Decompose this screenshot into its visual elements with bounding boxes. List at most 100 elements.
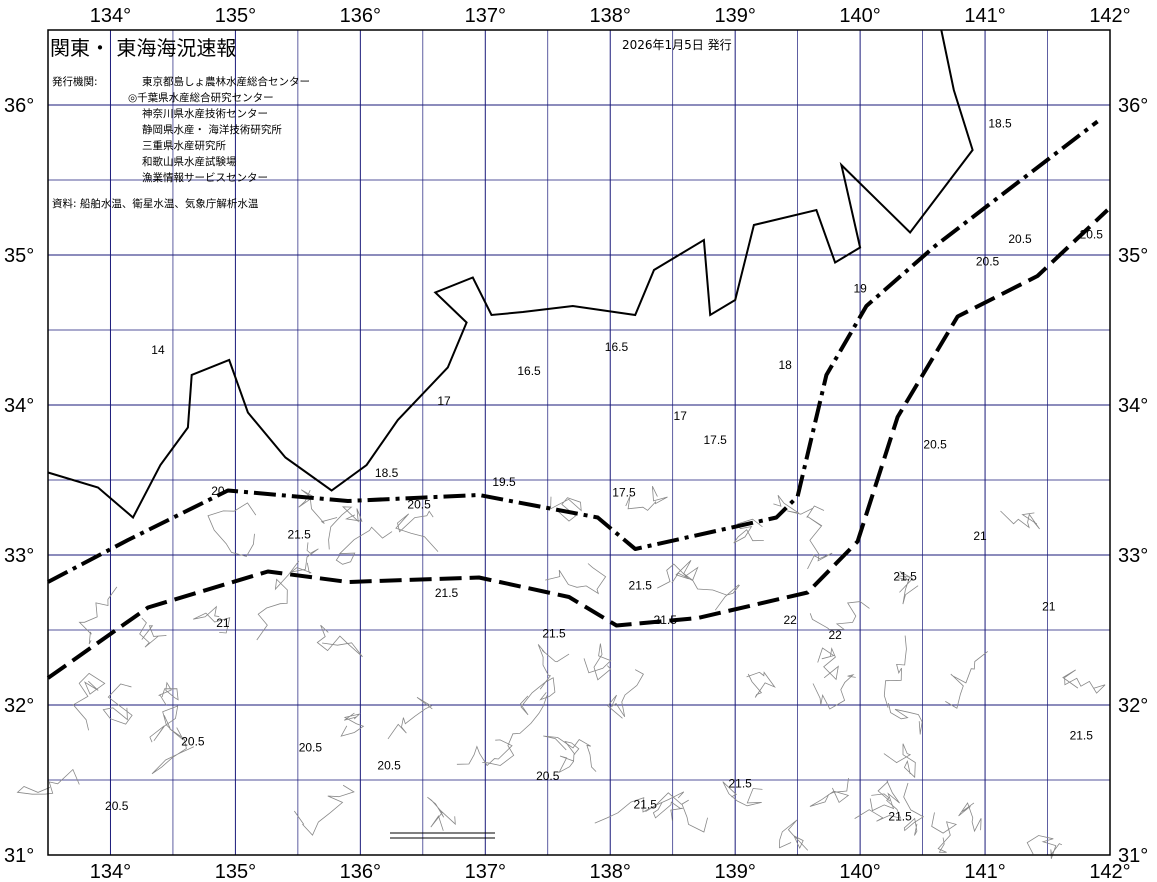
minor-contour bbox=[945, 651, 988, 709]
contour-label: 20.5 bbox=[377, 759, 401, 773]
longitude-label-bottom: 136° bbox=[340, 861, 381, 882]
latitude-label-right: 32° bbox=[1118, 695, 1148, 717]
latitude-label-left: 33° bbox=[4, 545, 34, 567]
org-item: 漁業情報サービスセンター bbox=[142, 172, 268, 184]
minor-contours bbox=[16, 486, 1106, 859]
minor-contour bbox=[733, 518, 764, 544]
minor-contour bbox=[482, 695, 548, 766]
minor-contour bbox=[291, 542, 319, 574]
minor-contour bbox=[583, 643, 612, 681]
minor-contour bbox=[16, 768, 80, 795]
longitude-label-top: 142° bbox=[1089, 5, 1130, 27]
minor-contour bbox=[607, 669, 644, 719]
minor-contour bbox=[158, 681, 179, 706]
contour-label: 16.5 bbox=[605, 340, 629, 354]
minor-contour bbox=[1062, 669, 1106, 694]
minor-contour bbox=[427, 796, 456, 831]
contour-label: 17 bbox=[674, 409, 688, 423]
minor-contour bbox=[652, 801, 683, 821]
longitude-label-top: 136° bbox=[340, 5, 381, 27]
minor-contour bbox=[883, 743, 916, 779]
contour-label: 20 bbox=[211, 484, 225, 498]
minor-contour bbox=[149, 705, 179, 743]
contour-label: 21.5 bbox=[542, 627, 566, 641]
minor-contour bbox=[193, 605, 231, 634]
longitude-label-top: 141° bbox=[964, 5, 1005, 27]
minor-contour bbox=[316, 624, 363, 658]
minor-contour bbox=[931, 812, 958, 853]
longitude-label-bottom: 139° bbox=[714, 861, 755, 882]
minor-contour bbox=[340, 712, 365, 737]
longitude-label-bottom: 134° bbox=[90, 861, 131, 882]
contour-label: 21.5 bbox=[435, 586, 459, 600]
contour-label: 21.5 bbox=[893, 570, 917, 584]
longitude-label-bottom: 141° bbox=[964, 861, 1005, 882]
longitude-label-top: 137° bbox=[465, 5, 506, 27]
minor-contour bbox=[671, 572, 740, 611]
contour-label: 14 bbox=[151, 343, 165, 357]
minor-contour bbox=[809, 601, 870, 630]
minor-contour bbox=[657, 560, 699, 589]
contour-label: 21.5 bbox=[629, 579, 653, 593]
latitude-label-right: 36° bbox=[1118, 95, 1148, 117]
contour-label: 19 bbox=[853, 282, 867, 296]
axis-labels: 134° 134° 135° 135° 136° 136° 137° 137° 138° 138°… bbox=[4, 5, 1148, 882]
minor-contour bbox=[779, 819, 809, 851]
latitude-label-right: 34° bbox=[1118, 395, 1148, 417]
minor-contour bbox=[883, 635, 907, 708]
contour-label: 18.5 bbox=[988, 117, 1012, 131]
org-item: 三重県水産研究所 bbox=[142, 140, 226, 152]
longitude-label-top: 138° bbox=[590, 5, 631, 27]
minor-contour bbox=[645, 792, 708, 833]
minor-contour bbox=[869, 780, 900, 812]
minor-contour bbox=[1026, 835, 1063, 859]
latitude-label-left: 35° bbox=[4, 245, 34, 267]
scale-bar bbox=[390, 832, 495, 839]
minor-contour bbox=[293, 784, 355, 836]
map-title: 関東・ 東海海況速報 bbox=[50, 36, 237, 60]
data-source: 資料: 船舶水温、衛星水温、気象庁解析水温 bbox=[52, 198, 259, 210]
issuing-organizations: 発行機関: 東京都島しょ農林水産総合センター ◎千葉県水産総合研究センター 神奈… bbox=[52, 74, 310, 186]
longitude-label-bottom: 135° bbox=[215, 861, 256, 882]
contour-label: 20.5 bbox=[407, 498, 431, 512]
contour-label: 22 bbox=[783, 613, 797, 627]
front-line-dash-dot bbox=[47, 119, 1099, 584]
minor-contour bbox=[335, 526, 393, 565]
contour-label: 21 bbox=[216, 616, 230, 630]
coastline bbox=[47, 29, 974, 520]
contour-label: 20.5 bbox=[105, 799, 129, 813]
minor-contour bbox=[854, 793, 902, 822]
longitude-label-top: 140° bbox=[839, 5, 880, 27]
minor-contour bbox=[958, 802, 982, 833]
contour-label: 19.5 bbox=[492, 475, 516, 489]
longitude-label-bottom: 142° bbox=[1089, 861, 1130, 882]
minor-contour bbox=[545, 563, 607, 595]
minor-contour bbox=[537, 644, 570, 690]
contour-label: 17 bbox=[437, 394, 451, 408]
minor-contour bbox=[387, 696, 433, 740]
contour-label: 20.5 bbox=[923, 438, 947, 452]
org-item: 東京都島しょ農林水産総合センター bbox=[142, 76, 310, 88]
contour-label: 22 bbox=[828, 628, 842, 642]
minor-contour bbox=[256, 560, 300, 641]
org-item: 和歌山県水産試験場 bbox=[142, 156, 237, 168]
contour-label: 21.5 bbox=[654, 613, 678, 627]
kuroshio-fronts bbox=[46, 119, 1109, 680]
latitude-label-right: 35° bbox=[1118, 245, 1148, 267]
minor-contour bbox=[746, 671, 776, 698]
org-label: 発行機関: bbox=[52, 76, 98, 88]
minor-contour bbox=[102, 683, 133, 725]
latitude-label-left: 31° bbox=[4, 845, 34, 867]
longitude-label-top: 139° bbox=[714, 5, 755, 27]
minor-contour bbox=[594, 791, 685, 824]
map-frame bbox=[47, 29, 1111, 856]
minor-contour bbox=[806, 515, 833, 570]
contour-label: 20.5 bbox=[1008, 232, 1032, 246]
minor-contour bbox=[895, 571, 919, 605]
longitude-label-bottom: 138° bbox=[590, 861, 631, 882]
minor-contour bbox=[543, 735, 597, 772]
contour-label: 16.5 bbox=[517, 364, 541, 378]
contour-label: 21.5 bbox=[634, 798, 658, 812]
contour-label: 18.5 bbox=[375, 466, 399, 480]
